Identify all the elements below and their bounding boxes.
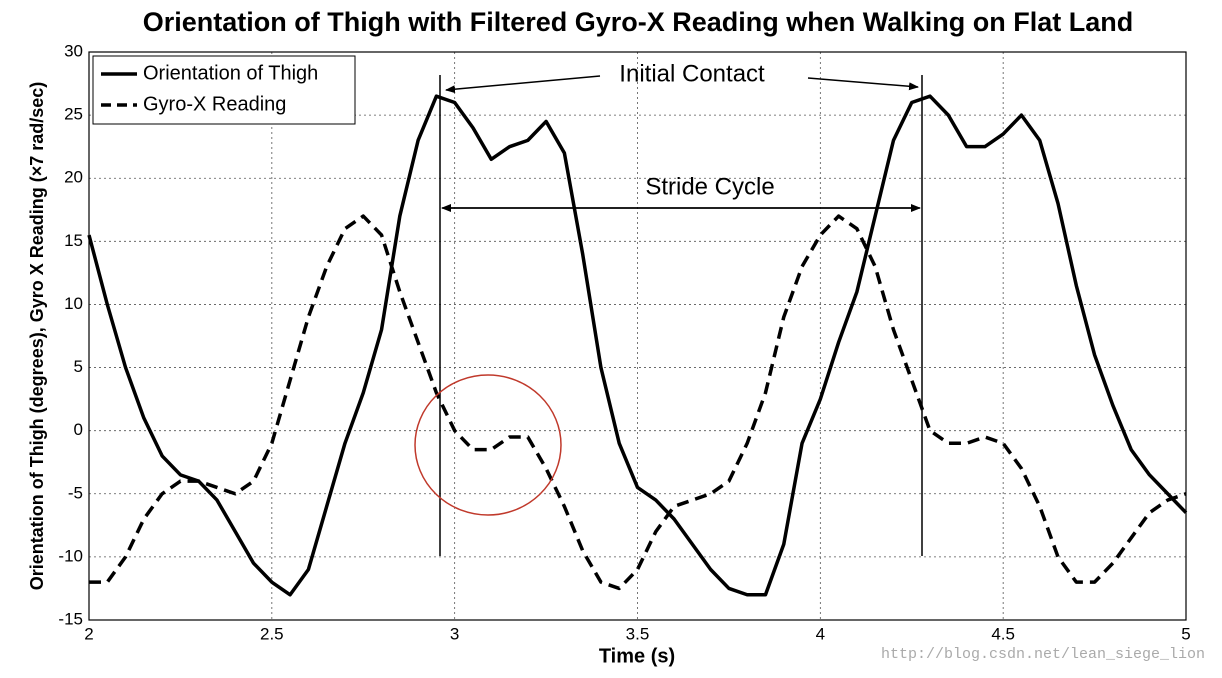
plot-area: [89, 52, 1186, 620]
legend-box: [92, 55, 356, 125]
y-tick-label: 10: [64, 294, 83, 313]
y-tick-label: 5: [74, 357, 83, 376]
highlight-circle: [414, 374, 562, 516]
line-series: [89, 214, 1187, 591]
x-tick-label: 4: [816, 624, 825, 643]
y-tick-label: 30: [64, 41, 83, 60]
y-tick-label: -5: [68, 483, 83, 502]
watermark: http://blog.csdn.net/lean_siege_lion: [881, 646, 1205, 663]
legend-label: Orientation of Thigh: [143, 62, 318, 84]
line-series: [87, 94, 1188, 597]
y-tick-label: 0: [74, 420, 83, 439]
x-axis-label: Time (s): [599, 645, 675, 667]
y-tick-label: 25: [64, 105, 83, 124]
x-tick-label: 5: [1181, 624, 1190, 643]
annotation: Stride Cycle: [645, 173, 774, 200]
x-tick-label: 2.5: [260, 624, 284, 643]
y-tick-label: -15: [58, 609, 83, 628]
x-tick-label: 4.5: [991, 624, 1015, 643]
chart-title: Orientation of Thigh with Filtered Gyro-…: [143, 7, 1134, 37]
x-tick-label: 3.5: [626, 624, 650, 643]
y-tick-label: 20: [64, 168, 83, 187]
annotation-arrow: [445, 75, 601, 94]
plot-frame: [88, 51, 1187, 621]
y-tick-label: -10: [58, 546, 83, 565]
y-axis-label: Orientation of Thigh (degrees), Gyro X R…: [27, 82, 47, 591]
x-tick-label: 3: [450, 624, 459, 643]
annotation: Initial Contact: [619, 60, 765, 87]
annotation-arrow: [807, 77, 919, 91]
y-tick-label: 15: [64, 231, 83, 250]
legend-label: Gyro-X Reading: [143, 93, 286, 115]
x-tick-label: 2: [84, 624, 93, 643]
